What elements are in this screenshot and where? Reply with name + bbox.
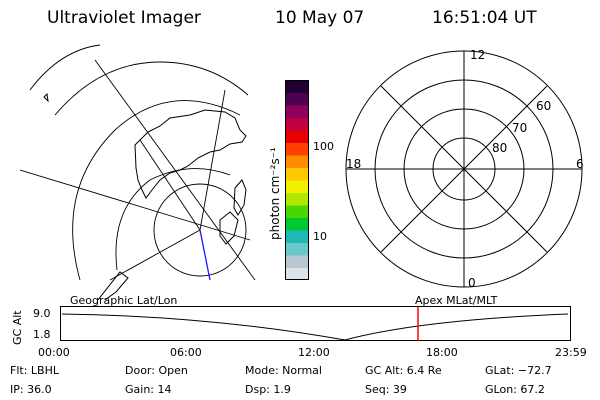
- alt-tick-1-8: 1.8: [33, 328, 51, 341]
- date-label: 10 May 07: [275, 8, 365, 28]
- colorbar-band: [285, 167, 309, 181]
- geographic-map: [20, 44, 256, 300]
- lat-label-80: 80: [492, 141, 508, 155]
- glon-info: GLon: 67.2: [485, 383, 545, 396]
- colorbar-band: [285, 117, 309, 131]
- colorbar-unit-label: photon cm⁻²s⁻¹: [268, 147, 282, 240]
- colorbar-frame: [285, 80, 309, 280]
- orbit-track: [199, 229, 211, 281]
- colorbar-band: [285, 105, 309, 118]
- time-tick-0600: 06:00: [170, 346, 202, 359]
- time-tick-2359: 23:59: [555, 346, 587, 359]
- timeline-right-label: Apex MLat/MLT: [415, 294, 498, 307]
- mlt-label-6: 6: [576, 157, 584, 171]
- colorbar-tick-100: 100: [313, 140, 334, 153]
- time-label: 16:51:04 UT: [432, 8, 537, 28]
- colorbar-band: [285, 80, 309, 93]
- colorbar-band: [285, 92, 309, 106]
- colorbar-band: [285, 217, 309, 231]
- colorbar-band: [285, 180, 309, 193]
- altitude-curve: [61, 313, 569, 341]
- dsp-info: Dsp: 1.9: [245, 383, 291, 396]
- continent-outline: [43, 92, 247, 300]
- time-tick-1200: 12:00: [298, 346, 330, 359]
- door-info: Door: Open: [125, 364, 188, 377]
- mlt-label-18: 18: [346, 157, 362, 171]
- colorbar-band: [285, 255, 309, 268]
- altitude-plot: [60, 306, 571, 341]
- longitude-lines: [20, 59, 256, 281]
- timeline-left-label: Geographic Lat/Lon: [70, 294, 178, 307]
- instrument-title: Ultraviolet Imager: [47, 8, 201, 28]
- gc-alt-info: GC Alt: 6.4 Re: [365, 364, 442, 377]
- alt-axis-title: GC Alt: [11, 310, 24, 345]
- colorbar-band: [285, 242, 309, 256]
- latitude-circles: [29, 44, 249, 281]
- colorbar-band: [285, 155, 309, 168]
- mode-info: Mode: Normal: [245, 364, 322, 377]
- glat-info: GLat: −72.7: [485, 364, 552, 377]
- lat-label-70: 70: [512, 121, 528, 135]
- colorbar-band: [285, 267, 309, 280]
- time-tick-0000: 00:00: [38, 346, 70, 359]
- colorbar-band: [285, 130, 309, 143]
- ip-info: IP: 36.0: [10, 383, 52, 396]
- colorbar-tick-10: 10: [313, 230, 327, 243]
- colorbar: [285, 80, 309, 280]
- time-tick-1800: 18:00: [426, 346, 458, 359]
- filter-info: Flt: LBHL: [10, 364, 59, 377]
- mlt-label-12: 12: [470, 48, 486, 62]
- plot-frame: [60, 306, 571, 341]
- colorbar-band: [285, 192, 309, 206]
- colorbar-band: [285, 230, 309, 243]
- alt-tick-9: 9.0: [33, 307, 51, 320]
- colorbar-band: [285, 142, 309, 156]
- colorbar-band: [285, 205, 309, 218]
- polar-grid: [345, 50, 583, 288]
- gain-info: Gain: 14: [125, 383, 172, 396]
- lat-label-60: 60: [536, 99, 552, 113]
- mlt-label-0: 0: [468, 276, 476, 290]
- seq-info: Seq: 39: [365, 383, 407, 396]
